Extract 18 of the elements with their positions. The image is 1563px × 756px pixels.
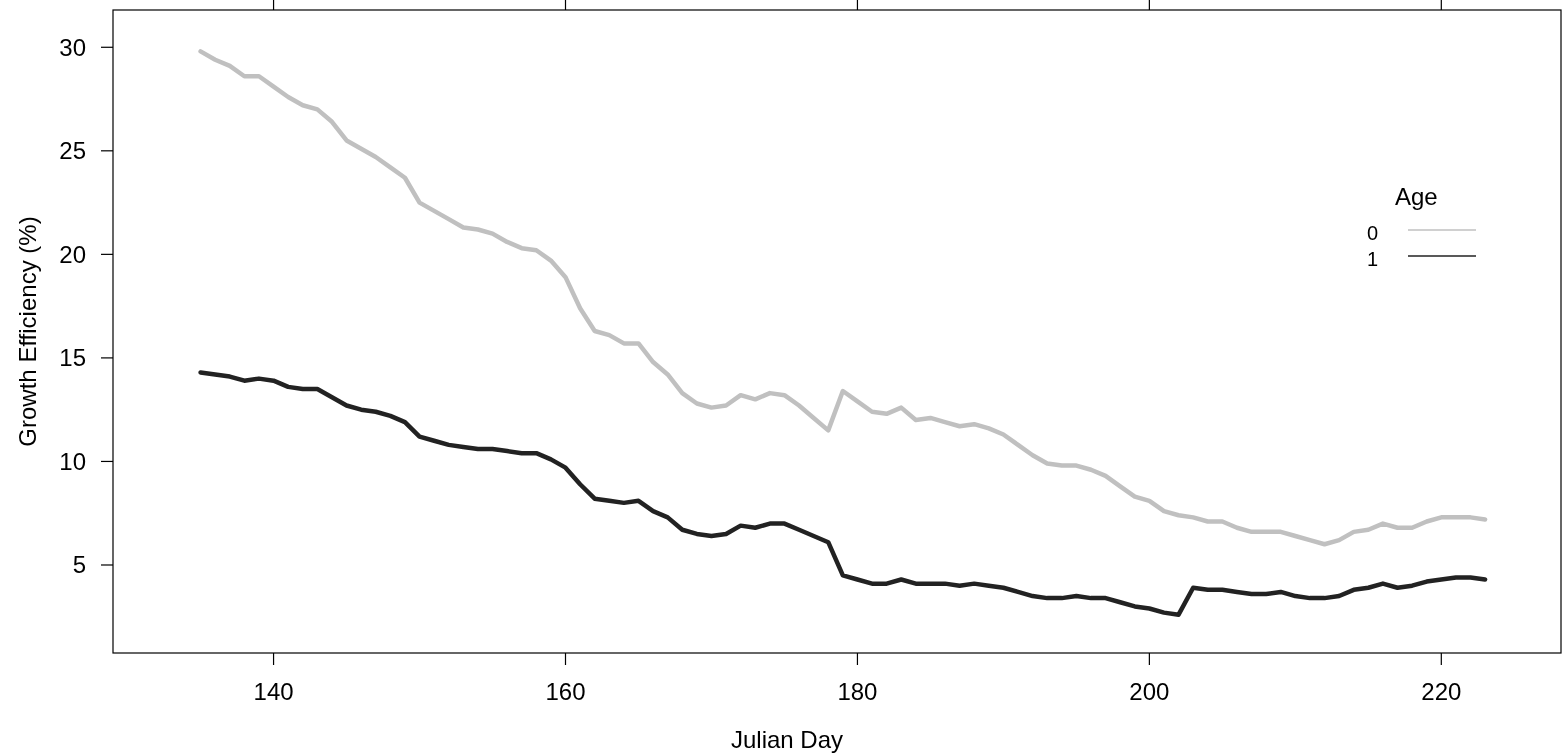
x-tick-label: 160 — [545, 678, 586, 705]
y-tick-label: 30 — [59, 33, 86, 61]
y-tick-label: 10 — [59, 447, 86, 475]
x-tick-label: 220 — [1421, 678, 1462, 705]
legend-label: 1 — [1366, 248, 1378, 270]
y-tick-label: 25 — [59, 137, 86, 165]
legend-label: 0 — [1366, 222, 1378, 244]
line-series — [198, 370, 1488, 617]
legend-title: Age — [1395, 183, 1438, 211]
x-tick-label: 140 — [253, 678, 294, 705]
y-axis-title: Growth Efficiency (%) — [14, 216, 41, 447]
y-tick-label: 20 — [59, 240, 86, 268]
x-axis-title: Julian Day — [730, 726, 844, 753]
y-tick-label: 5 — [72, 551, 86, 579]
x-tick-label: 200 — [1129, 678, 1170, 705]
x-tick-label: 180 — [837, 678, 878, 705]
y-tick-label: 15 — [59, 344, 86, 372]
line-series — [198, 49, 1488, 547]
